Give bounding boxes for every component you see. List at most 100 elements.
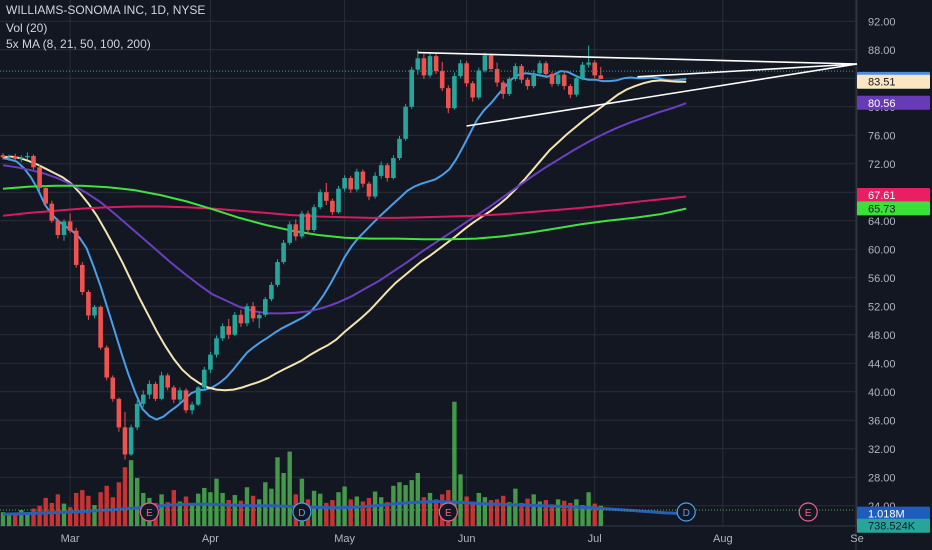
time-tick-label: Jun (458, 533, 476, 545)
candle-body (378, 165, 384, 176)
event-marker-d[interactable]: D (676, 502, 696, 522)
price-tick-label: 60.00 (868, 244, 896, 256)
candle-body (409, 69, 414, 107)
candle-body (171, 387, 177, 400)
event-marker-ring (139, 502, 159, 522)
volume-bar (67, 507, 73, 526)
candle-body (275, 262, 280, 285)
volume-bar (586, 492, 591, 526)
candle-body (586, 62, 591, 65)
candle-body (464, 63, 469, 84)
candle-body (592, 62, 597, 76)
candle-body (513, 66, 518, 79)
volume-bar (482, 497, 488, 526)
volume-bar (391, 485, 396, 526)
candle-body (67, 221, 73, 231)
candle-body (214, 338, 219, 355)
candle-body (452, 76, 457, 109)
price-tick-label: 76.00 (868, 130, 896, 142)
volume-bar (507, 502, 512, 526)
candle-body (433, 56, 439, 72)
event-marker-d[interactable]: D (292, 502, 312, 522)
candle-body (226, 326, 231, 335)
candle-body (61, 221, 67, 235)
volume-bar (49, 502, 54, 526)
time-axis[interactable]: Mar Apr May Jun Jul Aug Se (61, 533, 864, 545)
event-marker-e[interactable]: E (798, 502, 818, 522)
trendlines[interactable] (0, 51, 858, 511)
candle-body (366, 183, 372, 197)
volume-bar (226, 500, 231, 526)
volume-bar (61, 503, 67, 526)
price-tick-label: 88.00 (868, 45, 896, 57)
volume-bar (537, 501, 542, 526)
volume-bar (214, 478, 219, 526)
price-tag-bg (857, 506, 930, 521)
volume-bar (488, 500, 494, 526)
price-tag: 67.61 (857, 188, 930, 203)
chart-grid (0, 0, 858, 550)
price-tick-label: 52.00 (868, 301, 896, 313)
candle-body (183, 390, 189, 411)
price-tick-label: 92.00 (868, 16, 896, 28)
candle-body (80, 264, 85, 292)
volume-bar (13, 512, 18, 526)
price-tag: 80.56 (857, 95, 930, 110)
volume-bar (464, 496, 469, 526)
event-marker-e[interactable]: E (438, 502, 458, 522)
volume-bar (592, 503, 597, 526)
candle-body (531, 73, 536, 87)
volume-bar (232, 495, 237, 526)
time-tick-label: Apr (202, 533, 219, 545)
price-tag-bg (857, 95, 930, 110)
moving-average-indicator-label[interactable]: 5x MA (8, 21, 50, 100, 200) (6, 37, 151, 51)
triangle-upper-line (417, 51, 858, 65)
volume-bar (238, 500, 244, 526)
volume-bar (318, 493, 323, 526)
candle-body (165, 375, 170, 388)
volume-bar (171, 490, 176, 526)
candle-body (311, 207, 317, 231)
volume-bar (37, 505, 42, 526)
candle-body (122, 427, 128, 455)
volume-bar (433, 499, 439, 526)
volume-bar (183, 496, 189, 526)
candle-body (86, 292, 91, 316)
candle-body (507, 78, 512, 94)
time-tick-label: May (334, 533, 355, 545)
volume-bar (116, 482, 122, 526)
symbol-title[interactable]: WILLIAMS-SONOMA INC, 1D, NYSE (6, 3, 206, 17)
price-axis[interactable]: 92.0088.0084.0080.0076.0072.0068.0064.00… (868, 16, 896, 513)
price-tick-label: 32.00 (868, 444, 896, 456)
candle-body (427, 56, 433, 76)
candle-body (55, 220, 61, 235)
candle-body (98, 306, 103, 348)
price-tick-label: 40.00 (868, 387, 896, 399)
volume-bar (354, 496, 359, 526)
volume-bar (0, 512, 6, 526)
volume-indicator-label[interactable]: Vol (20) (6, 21, 48, 35)
candle-body (208, 354, 213, 370)
candle-body (476, 70, 482, 98)
candle-body (561, 74, 567, 87)
volume-bar (92, 505, 97, 526)
price-tag-label: 738.524K (868, 521, 916, 533)
volume-bar (281, 472, 286, 526)
price-tag: 65.73 (857, 201, 930, 216)
candle-body (415, 58, 421, 70)
event-marker-ring (292, 502, 312, 522)
price-tag-label: 65.73 (868, 203, 896, 215)
candle-body (293, 224, 299, 237)
volume-bar (189, 504, 195, 526)
volume-bar (415, 472, 420, 526)
candle-body (159, 375, 164, 399)
candle-body (568, 86, 573, 95)
time-tick-label: Jul (588, 533, 602, 545)
event-marker-e[interactable]: E (139, 502, 159, 522)
volume-bar (287, 451, 292, 526)
volume-bar (366, 497, 372, 526)
volume-bar (555, 499, 561, 526)
volume-bar (568, 502, 573, 526)
